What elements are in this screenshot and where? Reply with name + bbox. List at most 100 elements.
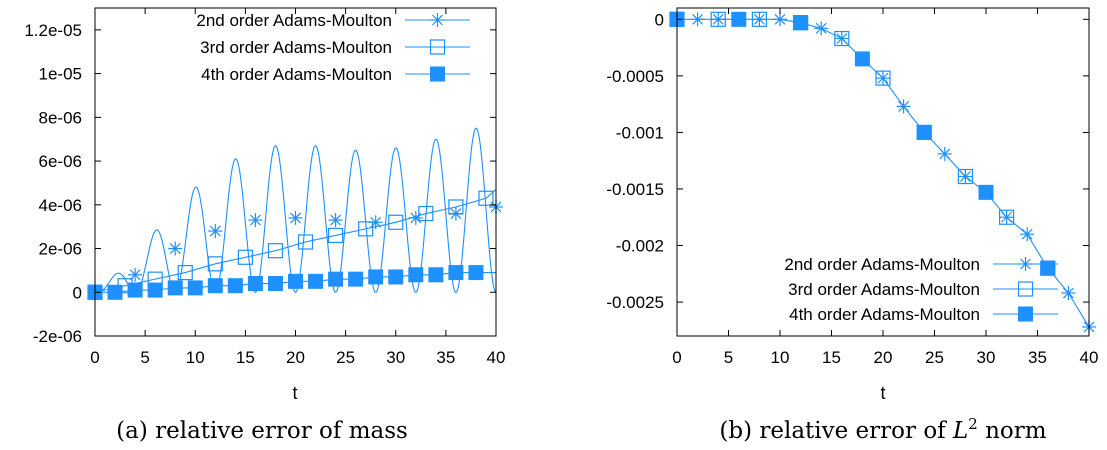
legend-b-label-2: 4th order Adams-Moulton — [789, 305, 980, 324]
chart-a-point-4th-17 — [428, 267, 444, 283]
chart-a-point-4th-7 — [227, 278, 243, 294]
chart-a-caption: (a) relative error of mass — [116, 418, 408, 444]
chart-b-point-s1-7 — [957, 168, 974, 185]
chart-b-legend: 2nd order Adams-Moulton 3rd order Adams-… — [784, 255, 1058, 324]
chart-b-point-s0-2-stroke-3 — [712, 13, 724, 25]
chart-b-point-s2-6 — [1040, 260, 1056, 276]
chart-a-ytick-label-0: -2e-06 — [33, 327, 82, 346]
chart-a-point-3rd-4 — [207, 256, 223, 272]
chart-a-point-2nd-8 — [408, 210, 423, 225]
chart-a-point-4th-9 — [267, 276, 283, 292]
chart-b-ytick-label-5: -0.0025 — [606, 293, 664, 312]
chart-a-point-2nd-2-stroke-3 — [169, 243, 181, 254]
chart-a-point-4th-1 — [107, 284, 123, 300]
chart-b-ytick-label-2: -0.001 — [616, 123, 664, 142]
chart-a-point-2nd-3-stroke-3 — [209, 225, 221, 237]
chart-a-point-2nd-4-stroke-3 — [249, 214, 261, 226]
chart-a-ytick-label-7: 1.2e-05 — [24, 21, 82, 40]
chart-a-point-4th-18 — [448, 265, 464, 281]
chart-a-point-3rd-7 — [297, 234, 314, 250]
chart-b-point-s0-14 — [958, 169, 973, 184]
chart-a-point-4th-3 — [147, 282, 163, 298]
chart-b-point-s0-10-stroke-3 — [877, 72, 889, 84]
chart-a-xtick-label-5: 25 — [336, 348, 355, 367]
chart-a-point-4th-14 — [368, 269, 384, 285]
chart-a-point-4th-15 — [388, 269, 404, 285]
chart-a-ytick-label-6: 1e-05 — [39, 65, 82, 84]
legend-a-sample-marker-0 — [430, 13, 445, 27]
chart-b-point-s0-11-stroke-3 — [898, 100, 910, 112]
chart-a-xtick-label-4: 20 — [286, 348, 305, 367]
chart-b-xlabel: t — [880, 383, 885, 403]
chart-b-point-s0-19 — [1061, 286, 1076, 301]
chart-b-point-s0-1 — [690, 12, 705, 27]
chart-b-xtick-label-3: 15 — [822, 348, 841, 367]
chart-b-xtick-label-7: 35 — [1028, 348, 1047, 367]
chart-b: 0 5 10 15 20 25 30 35 40 0 -0.0005 -0.001 -0.0015 -0.… — [606, 7, 1099, 444]
chart-a-frame — [94, 7, 497, 337]
chart-a-xlabel: t — [292, 383, 297, 403]
chart-a-ytick-label-1: 0 — [73, 283, 82, 302]
chart-b-xtick-label-2: 10 — [771, 348, 790, 367]
chart-b-point-s0-7-stroke-3 — [815, 22, 827, 34]
chart-a-point-3rd-11 — [418, 205, 434, 222]
chart-a-point-2nd-3 — [208, 224, 223, 239]
chart-a-xtick-label-0: 0 — [90, 348, 99, 367]
chart-a-point-2nd-1 — [128, 267, 143, 282]
chart-a-point-4th-13 — [348, 271, 364, 287]
chart-a-ytick-label-3: 4e-06 — [39, 196, 82, 215]
chart-a-point-3rd-13 — [478, 190, 494, 206]
chart-a-ytick-label-2: 2e-06 — [39, 240, 82, 259]
legend-a-label-1: 3rd order Adams-Moulton — [200, 38, 392, 57]
chart-b-xtick-label-5: 25 — [925, 348, 944, 367]
chart-b-point-s0-8-stroke-3 — [836, 33, 848, 44]
chart-b-point-s1-1 — [710, 11, 726, 27]
chart-b-point-s0-16 — [999, 210, 1014, 225]
chart-a-point-3rd-10 — [388, 214, 404, 230]
chart-a-legend: 2nd order Adams-Moulton 3rd order Adams-… — [196, 11, 470, 84]
chart-b-caption-suffix: norm — [978, 418, 1047, 444]
chart-b-point-s0-10 — [876, 71, 890, 86]
chart-b-point-s1-2 — [751, 11, 768, 27]
chart-a-point-4th-11 — [308, 273, 324, 289]
chart-b-point-s0-13 — [937, 146, 952, 161]
chart-b-point-s0-17-stroke-3 — [1021, 228, 1033, 240]
chart-a-point-2nd-6-stroke-3 — [330, 214, 342, 226]
chart-a-point-3rd-12 — [448, 199, 464, 215]
chart-a-point-2nd-5 — [288, 210, 303, 225]
chart-a-point-4th-12 — [328, 271, 344, 287]
legend-b-sample-marker-0 — [1018, 257, 1033, 271]
chart-a-xtick-label-1: 5 — [140, 348, 149, 367]
chart-a-ytick-label-5: 8e-06 — [39, 108, 82, 127]
chart-b-point-s0-4 — [752, 12, 767, 27]
chart-b-point-s0-2 — [711, 12, 726, 27]
legend-b-label-0: 2nd order Adams-Moulton — [784, 255, 980, 274]
chart-b-ytick-label-3: -0.0015 — [606, 180, 664, 199]
chart-b-point-s2-2 — [793, 15, 809, 31]
chart-a-point-3rd-8 — [328, 227, 344, 244]
chart-a-markers — [87, 190, 503, 300]
chart-b-point-s0-13-stroke-3 — [939, 148, 951, 160]
chart-b-caption-sup: 2 — [968, 415, 978, 433]
chart-a-point-4th-16 — [408, 267, 424, 283]
chart-a-point-4th-4 — [167, 280, 183, 296]
chart-b-xtick-label-1: 5 — [724, 348, 733, 367]
chart-a-point-4th-10 — [288, 273, 303, 289]
chart-a-xtick-label-6: 30 — [386, 348, 405, 367]
chart-b-caption-math: L — [952, 418, 968, 444]
chart-a-point-3rd-5 — [237, 249, 253, 265]
legend-a-label-0: 2nd order Adams-Moulton — [196, 11, 392, 30]
chart-a-point-4th-2 — [127, 282, 143, 298]
legend-a-label-2: 4th order Adams-Moulton — [201, 65, 392, 84]
chart-b-ytick-label-0: 0 — [655, 10, 664, 29]
legend-a-sample-marker-0-stroke-3 — [432, 14, 443, 26]
chart-a-xtick-label-8: 40 — [487, 348, 506, 367]
chart-a-ytick-label-4: 6e-06 — [39, 152, 82, 171]
chart-b-xtick-label-8: 40 — [1080, 348, 1099, 367]
chart-b-point-s0-1-stroke-3 — [692, 13, 704, 25]
chart-b-point-s0-7 — [814, 21, 829, 36]
chart-a-point-4th-6 — [207, 278, 223, 294]
chart-a-xtick-label-7: 35 — [436, 348, 455, 367]
chart-a: 0 5 10 15 20 25 30 35 40 -2e-06 0 2e-06 4e-06 6e-06 8e… — [24, 7, 506, 444]
